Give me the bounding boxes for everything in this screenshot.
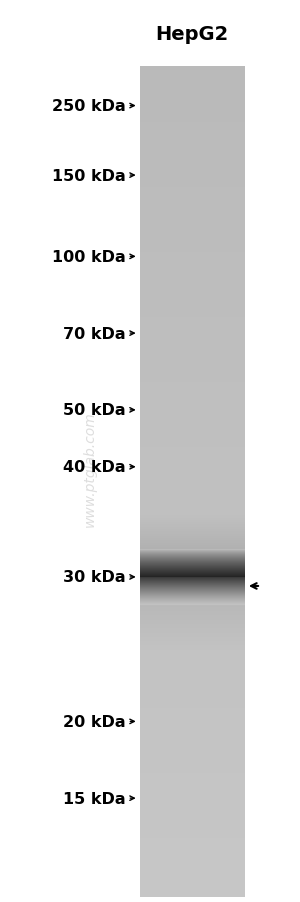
Text: www.ptglab.com: www.ptglab.com — [83, 411, 97, 527]
Text: 30 kDa: 30 kDa — [63, 570, 126, 584]
Text: 40 kDa: 40 kDa — [63, 460, 126, 474]
Text: 20 kDa: 20 kDa — [63, 714, 126, 729]
Text: 250 kDa: 250 kDa — [52, 99, 126, 114]
Text: 15 kDa: 15 kDa — [63, 791, 126, 805]
Text: 50 kDa: 50 kDa — [63, 403, 126, 418]
Text: 70 kDa: 70 kDa — [63, 327, 126, 341]
Text: HepG2: HepG2 — [155, 24, 229, 44]
Text: 100 kDa: 100 kDa — [52, 250, 126, 264]
Text: 150 kDa: 150 kDa — [52, 169, 126, 183]
